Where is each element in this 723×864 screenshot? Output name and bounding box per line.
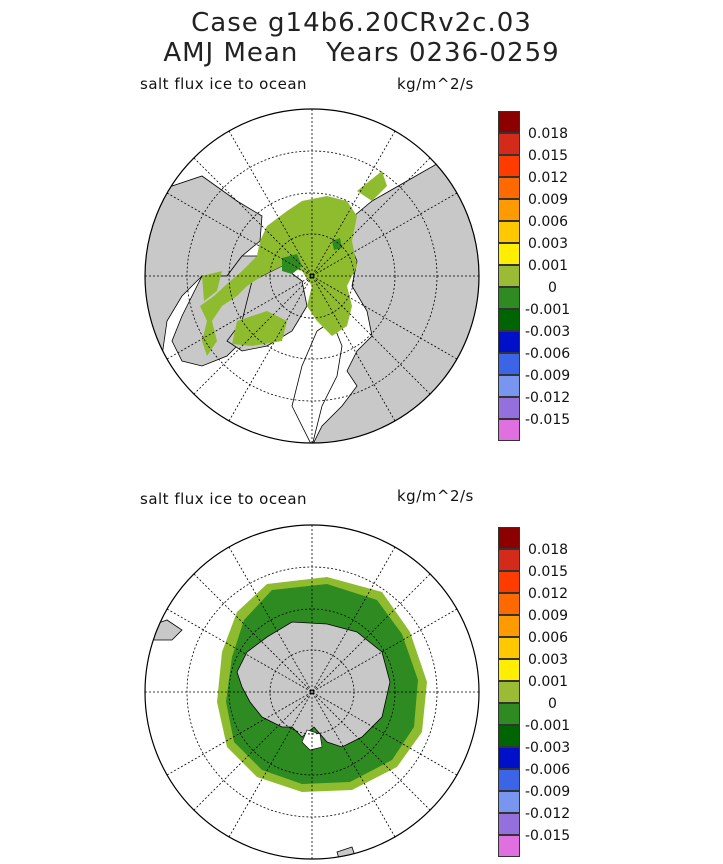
colorbar-swatch bbox=[498, 155, 520, 177]
north-polar-map bbox=[144, 108, 480, 444]
colorbar-tick-label: 0.003 bbox=[528, 652, 569, 668]
colorbar-swatch bbox=[498, 221, 520, 243]
colorbar-tick-label: -0.012 bbox=[525, 390, 571, 406]
colorbar-tick-label: -0.012 bbox=[525, 806, 571, 822]
dark-ice-patch-1 bbox=[282, 254, 302, 274]
colorbar-tick-label: 0.012 bbox=[528, 170, 569, 186]
colorbar-tick-label: -0.001 bbox=[525, 302, 571, 318]
colorbar-swatch bbox=[498, 593, 520, 615]
colorbar-swatch bbox=[498, 243, 520, 265]
colorbar-swatch bbox=[498, 133, 520, 155]
south-colorbar: 0.018 0.015 0.012 0.009 0.006 0.003 0.00… bbox=[498, 527, 570, 861]
colorbar-swatch bbox=[498, 419, 520, 441]
colorbar-tick-label: -0.006 bbox=[525, 346, 571, 362]
colorbar-tick-label: 0 bbox=[548, 696, 557, 712]
colorbar-tick-label: 0.006 bbox=[528, 214, 569, 230]
colorbar-swatch bbox=[498, 353, 520, 375]
colorbar-swatch bbox=[498, 571, 520, 593]
colorbar-tick-label: 0.015 bbox=[528, 148, 569, 164]
colorbar-tick-label: 0.006 bbox=[528, 630, 569, 646]
colorbar-tick-label: 0.012 bbox=[528, 586, 569, 602]
colorbar-tick-label: 0.009 bbox=[528, 608, 569, 624]
colorbar-swatch bbox=[498, 681, 520, 703]
colorbar-swatch bbox=[498, 111, 520, 133]
colorbar-swatch bbox=[498, 199, 520, 221]
colorbar-tick-label: -0.003 bbox=[525, 324, 571, 340]
north-panel-label: salt flux ice to ocean bbox=[140, 75, 308, 93]
colorbar-tick-label: 0.018 bbox=[528, 126, 569, 142]
south-panel-label: salt flux ice to ocean bbox=[140, 490, 308, 508]
south-polar-map bbox=[144, 524, 480, 860]
colorbar-swatch bbox=[498, 747, 520, 769]
colorbar-tick-label: -0.009 bbox=[525, 368, 571, 384]
colorbar-tick-label: -0.006 bbox=[525, 762, 571, 778]
plot-title-line2: AMJ Mean Years 0236-0259 bbox=[163, 38, 560, 68]
south-panel-units: kg/m^2/s bbox=[397, 487, 474, 505]
colorbar-tick-label: -0.009 bbox=[525, 784, 571, 800]
colorbar-swatch bbox=[498, 615, 520, 637]
colorbar-tick-label: 0.015 bbox=[528, 564, 569, 580]
colorbar-swatch bbox=[498, 309, 520, 331]
colorbar-swatch bbox=[498, 791, 520, 813]
colorbar-tick-label: 0 bbox=[548, 280, 557, 296]
colorbar-tick-label: 0.009 bbox=[528, 192, 569, 208]
colorbar-swatch bbox=[498, 725, 520, 747]
colorbar-swatch bbox=[498, 835, 520, 857]
colorbar-swatch bbox=[498, 177, 520, 199]
colorbar-swatch bbox=[498, 637, 520, 659]
colorbar-tick-label: -0.015 bbox=[525, 412, 571, 428]
colorbar-tick-label: 0.018 bbox=[528, 542, 569, 558]
colorbar-tick-label: -0.001 bbox=[525, 718, 571, 734]
weddell-sea-polynya bbox=[301, 729, 323, 751]
colorbar-swatch bbox=[498, 287, 520, 309]
arctic-sea-ice bbox=[200, 196, 357, 356]
colorbar-swatch bbox=[498, 769, 520, 791]
colorbar-tick-label: -0.003 bbox=[525, 740, 571, 756]
colorbar-swatch bbox=[498, 659, 520, 681]
colorbar-tick-label: 0.001 bbox=[528, 674, 569, 690]
north-panel-units: kg/m^2/s bbox=[397, 75, 474, 93]
colorbar-swatch bbox=[498, 397, 520, 419]
colorbar-swatch bbox=[498, 375, 520, 397]
colorbar-tick-label: -0.015 bbox=[525, 828, 571, 844]
colorbar-tick-label: 0.003 bbox=[528, 236, 569, 252]
colorbar-swatch bbox=[498, 813, 520, 835]
colorbar-swatch bbox=[498, 527, 520, 549]
siberian-shelf-ice bbox=[357, 171, 387, 201]
colorbar-swatch bbox=[498, 703, 520, 725]
antarctica-land bbox=[236, 621, 391, 748]
north-colorbar: 0.018 0.015 0.012 0.009 0.006 0.003 0.00… bbox=[498, 111, 570, 445]
plot-title-line1: Case g14b6.20CRv2c.03 bbox=[191, 8, 532, 38]
colorbar-tick-label: 0.001 bbox=[528, 258, 569, 274]
bering-ice bbox=[202, 271, 222, 301]
colorbar-swatch bbox=[498, 331, 520, 353]
colorbar-swatch bbox=[498, 549, 520, 571]
colorbar-swatch bbox=[498, 265, 520, 287]
